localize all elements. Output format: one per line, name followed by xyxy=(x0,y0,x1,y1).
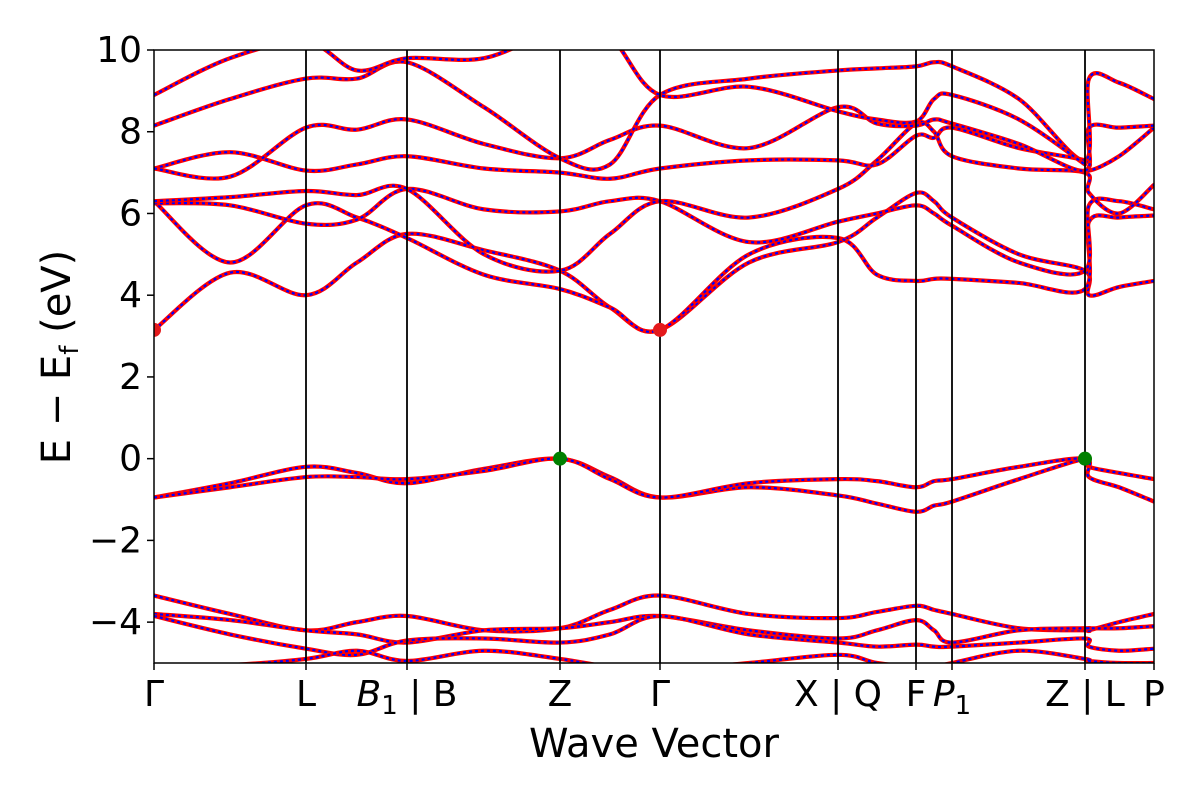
y-tick-label-5: 2 xyxy=(119,357,142,398)
y-axis-title-main: E − E xyxy=(34,355,80,465)
vbm-marker-4 xyxy=(1078,451,1092,466)
x-tick-label-8: P1 xyxy=(933,674,971,721)
cbm-marker-2 xyxy=(653,322,667,337)
y-axis-title-unit: (eV) xyxy=(34,250,80,346)
x-tick-label-5: Γ xyxy=(650,674,670,715)
x-axis-title: Wave Vector xyxy=(529,721,780,767)
vbm-marker-3 xyxy=(553,451,567,466)
plot-frame xyxy=(153,49,1155,664)
band-line-4 xyxy=(154,199,1154,334)
x-tick-label-7: F xyxy=(906,674,927,715)
y-tick-label-3: 6 xyxy=(119,193,142,234)
y-tick-label-6: 0 xyxy=(119,439,142,480)
band-line-overlay-10 xyxy=(154,50,1086,166)
y-tick-label-2: 8 xyxy=(119,112,142,153)
y-axis-title-sub: f xyxy=(55,345,85,355)
cbm-marker-1 xyxy=(154,322,161,337)
kpoint-lines xyxy=(305,50,1086,663)
markers-layer xyxy=(154,322,1092,466)
x-axis: Γ L B1 | B Z Γ X | Q F P1 Z | L P xyxy=(144,663,1165,721)
x-tick-label-2: L xyxy=(296,674,316,715)
band-line-overlay-13 xyxy=(154,614,1154,657)
y-axis-title: E − Ef (eV) xyxy=(34,250,85,465)
x-tick-label-1: Γ xyxy=(144,674,164,715)
y-tick-label-8: −4 xyxy=(89,602,142,643)
x-tick-label-3: B1 | B xyxy=(357,674,458,721)
band-line-overlay-2 xyxy=(154,457,1154,503)
band-line-overlay-6 xyxy=(154,120,1154,273)
bands-layer xyxy=(154,50,1154,663)
y-tick-label-7: −2 xyxy=(89,520,142,561)
band-line-overlay-3 xyxy=(154,191,1154,333)
x-tick-label-9: Z | L xyxy=(1045,674,1125,715)
x-tick-label-4: Z xyxy=(548,674,573,715)
y-tick-label-1: 10 xyxy=(96,30,142,71)
y-axis: 10 8 6 4 2 0 −2 −4 xyxy=(89,30,154,643)
x-tick-label-10: P xyxy=(1143,674,1165,715)
band-line-overlay-14 xyxy=(245,649,1154,663)
band-line-overlay-5 xyxy=(154,187,1154,276)
band-line-overlay-7 xyxy=(154,126,1154,180)
band-line-overlay-1 xyxy=(154,457,1154,513)
band-line-overlay-12 xyxy=(154,612,1154,644)
x-tick-label-6: X | Q xyxy=(794,674,882,715)
y-tick-label-4: 4 xyxy=(119,275,142,316)
band-line-overlay-8 xyxy=(154,105,1154,180)
